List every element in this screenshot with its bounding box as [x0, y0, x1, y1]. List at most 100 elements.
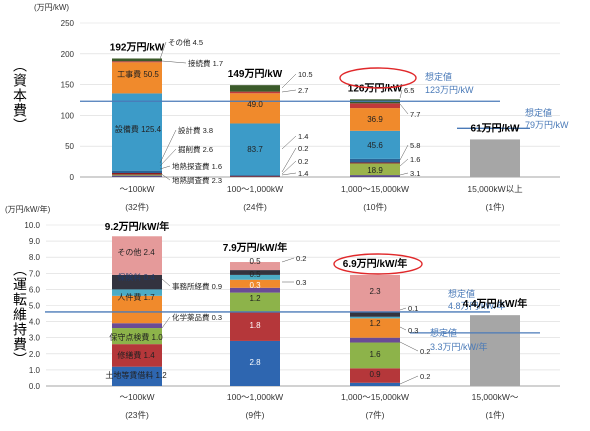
panel-1-side-title: （運転維持費） — [12, 262, 28, 367]
panel-0-count-label: (24件) — [243, 202, 267, 212]
panel-0-bar-1-segment-5 — [230, 93, 280, 124]
panel-0-callout-label: 接続費 1.7 — [188, 58, 223, 68]
panel-1-bar-2-segment-1 — [350, 368, 400, 383]
panel-0-callout-leader — [159, 129, 177, 164]
panel-1-total-label: 6.9万円/kW/年 — [343, 257, 407, 270]
panel-1-bar-2-segment-2 — [350, 342, 400, 369]
panel-0-callout-label: 3.1 — [410, 169, 420, 178]
panel-1-bar-0-segment-7 — [112, 236, 162, 275]
panel-1-bar-1-segment-7 — [230, 262, 280, 271]
panel-1-segment-label: 保守点検費 1.0 — [109, 332, 163, 342]
panel-0-callout-label: 設計費 3.8 — [178, 125, 213, 135]
panel-1-bar-1-segment-3 — [230, 287, 280, 293]
panel-1-callout-leader — [399, 326, 407, 331]
panel-0-bar-0-segment-3 — [112, 170, 162, 173]
panel-1-ytick-label: 5.0 — [29, 302, 41, 311]
panel-0-callout-leader — [281, 135, 297, 150]
panel-0-callout-label: 10.5 — [298, 70, 313, 79]
panel-0-bar-1-segment-4 — [230, 123, 280, 176]
panel-0-callout-leader — [159, 148, 177, 167]
panel-1-callout-leader — [399, 375, 419, 385]
panel-1-count-label: (9件) — [246, 410, 265, 420]
panel-1-bar-0-segment-4 — [112, 295, 162, 324]
panel-1-segment-label: 土地等賃借料 1.2 — [105, 370, 167, 380]
panel-0-count-label: (32件) — [125, 202, 149, 212]
panel-0-segment-label: 83.7 — [247, 145, 263, 154]
panel-1-segment-label: 0.9 — [369, 370, 381, 379]
panel-1-count-label: (7件) — [366, 410, 385, 420]
panel-0-bar-1-segment-2 — [230, 175, 280, 177]
panel-1-bar-1-segment-4 — [230, 279, 280, 288]
panel-0-callout-label: 6.5 — [404, 86, 414, 95]
panel-1-ytick-label: 2.0 — [29, 350, 41, 359]
panel-1-category-label: ～100kW — [120, 392, 155, 402]
panel-0-bar-1-segment-7 — [230, 85, 280, 92]
panel-0-segment-label: 設備費 125.4 — [115, 124, 162, 134]
panel-1-total-label: 7.9万円/kW/年 — [223, 241, 287, 254]
panel-0-category-label: ～100kW — [120, 184, 155, 194]
panel-1-segment-label: 修繕費 1.4 — [117, 350, 155, 360]
panel-1-total-label: 4.4万円/kW/年 — [463, 297, 527, 310]
panel-0-callout-leader — [281, 89, 297, 93]
panel-0-bar-0-segment-6 — [112, 61, 162, 63]
panel-1-bar-0-segment-3 — [112, 323, 162, 329]
panel-0-callout-leader — [159, 41, 167, 60]
panel-0-callout-leader — [281, 160, 297, 175]
panel-0-callout-label: その他 4.5 — [168, 37, 203, 47]
panel-1-category-label: 15,000kW～ — [472, 392, 519, 402]
panel-1-callout-label: 0.2 — [296, 254, 306, 263]
panel-1-unit-label: (万円/kW/年) — [5, 204, 51, 214]
panel-0-bar-2-segment-5 — [350, 108, 400, 131]
panel-0-bar-0-segment-2 — [112, 172, 162, 175]
panel-1-segment-label: 0.5 — [249, 270, 261, 279]
panel-0-assumed-label: 想定値 — [425, 71, 452, 82]
panel-1-ytick-label: 7.0 — [29, 269, 41, 278]
panel-0-bar-0-segment-4 — [112, 93, 162, 171]
panel-0-bar-1-segment-6 — [230, 91, 280, 94]
panel-1-bar-2-segment-6 — [350, 311, 400, 317]
panel-0-callout-label: 0.2 — [298, 157, 308, 166]
panel-0-callout-label: 掘削費 2.6 — [178, 144, 213, 154]
panel-0-callout-leader — [399, 144, 409, 161]
panel-0-assumed-label: 123万円/kW — [425, 85, 474, 95]
panel-0-bar-2-segment-3 — [350, 158, 400, 163]
panel-0-highlight-ellipse — [339, 67, 417, 89]
panel-0-segment-label: 49.0 — [247, 100, 263, 109]
panel-1-assumed2-label: 想定値 — [430, 327, 457, 338]
panel-0-segment-label: 18.9 — [367, 166, 383, 175]
panel-1-bar-1-segment-0 — [230, 340, 280, 386]
panel-0-callout-leader — [281, 73, 297, 89]
panel-1-callout-label: 0.1 — [408, 304, 418, 313]
panel-1-assumed2-label: 3.3万円/kW/年 — [430, 341, 488, 352]
panel-1-bar-1-segment-2 — [230, 292, 280, 312]
panel-0-callout-leader — [159, 172, 171, 181]
panel-0-bar-3-segment-8 — [470, 139, 520, 177]
panel-0-callout-leader — [159, 165, 171, 170]
panel-1-segment-label: 2.3 — [369, 287, 381, 296]
panel-0-bar-0-segment-7 — [112, 58, 162, 62]
panel-1-bar-0-segment-2 — [112, 328, 162, 345]
panel-1-callout-leader — [161, 278, 171, 287]
panel-0-segment-label: 36.9 — [367, 115, 383, 124]
panel-1-bar-2-segment-0 — [350, 382, 400, 386]
panel-0-callout-label: 7.7 — [410, 110, 420, 119]
panel-0-ytick-label: 200 — [61, 50, 75, 59]
panel-0-callout-label: 2.7 — [298, 86, 308, 95]
panel-0-category-label: 1,000～15,000kW — [341, 184, 409, 194]
panel-0-segment-label: 45.6 — [367, 141, 383, 150]
panel-0-callout-label: 5.8 — [410, 141, 420, 150]
panel-1-bar-2-segment-4 — [350, 318, 400, 338]
panel-1-segment-label: 0.3 — [249, 281, 261, 290]
panel-1-callout-label: 0.2 — [420, 372, 430, 381]
panel-1-callout-leader — [281, 257, 295, 263]
panel-1-bar-1-segment-1 — [230, 311, 280, 341]
panel-1-segment-label: 2.8 — [249, 358, 261, 367]
panel-0-bar-2-segment-1 — [350, 163, 400, 176]
panel-1-callout-leader — [161, 316, 171, 329]
panel-1-ytick-label: 6.0 — [29, 285, 41, 294]
panel-1-bar-0-segment-5 — [112, 289, 162, 296]
panel-1-segment-label: 1.8 — [249, 321, 261, 330]
panel-1-count-label: (1件) — [486, 410, 505, 420]
panel-1-callout-label: 0.3 — [408, 326, 418, 335]
panel-1-callout-label: 0.3 — [296, 278, 306, 287]
